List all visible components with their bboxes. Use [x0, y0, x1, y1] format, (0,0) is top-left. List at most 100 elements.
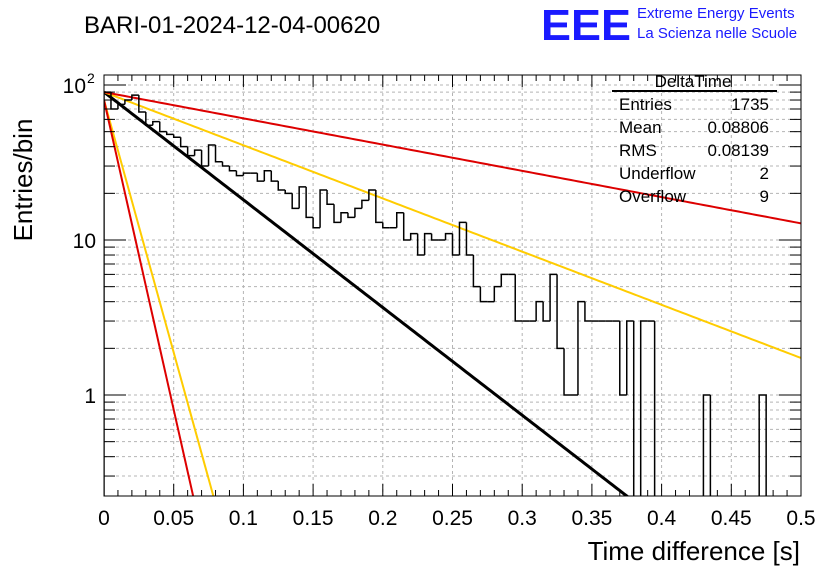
axis-ticks [103, 75, 802, 496]
curve-upper-rate-slow [104, 91, 801, 359]
histogram-bin [465, 222, 474, 256]
histogram-bin [409, 232, 418, 240]
stats-value: 2 [760, 164, 769, 183]
histogram-bin [577, 300, 585, 395]
histogram-bin [200, 150, 209, 167]
fit-curves [104, 90, 801, 496]
histogram-bin [416, 233, 425, 256]
histogram-bin [368, 189, 376, 201]
histogram-bin [152, 120, 160, 126]
histogram-bin [228, 166, 237, 172]
histogram-bin [458, 221, 467, 256]
logo-eee: EEE [541, 1, 631, 50]
x-tick-label: 0.2 [368, 507, 397, 530]
chart-title: BARI-01-2024-12-04-00620 [84, 12, 380, 39]
stats-label: RMS [619, 141, 657, 160]
histogram-bin [382, 222, 390, 229]
histogram-bin [270, 170, 279, 182]
stats-label: Mean [619, 118, 662, 137]
histogram-bin [145, 111, 153, 126]
stats-label: Entries [619, 95, 672, 114]
histogram-bin [709, 395, 712, 496]
histogram-bin [556, 274, 565, 350]
histogram-bin [333, 204, 341, 224]
histogram-bin [395, 211, 404, 228]
histogram-bin [131, 94, 139, 101]
histogram-bin [430, 233, 439, 241]
histogram-bin [479, 286, 488, 303]
histogram-bin [319, 189, 328, 228]
histogram-bin [104, 91, 111, 496]
stats-value: 0.08806 [708, 118, 769, 137]
stats-value: 0.08139 [708, 141, 769, 160]
histogram-bin [549, 273, 558, 322]
histogram-bin [263, 169, 272, 182]
y-tick-exponent: 2 [87, 70, 95, 86]
x-tick-label: 0.45 [711, 507, 752, 530]
histogram-bin [277, 181, 286, 191]
grid [104, 75, 801, 496]
x-tick-label: 0.35 [571, 507, 612, 530]
x-tick-label: 0.05 [153, 507, 194, 530]
histogram-bin [500, 273, 509, 287]
stats-value: 9 [760, 187, 769, 206]
x-tick-label: 0.3 [508, 507, 537, 530]
histogram-bin [535, 300, 544, 322]
histogram-bin [284, 190, 293, 195]
x-tick-label: 0.1 [229, 507, 258, 530]
histogram-bin [214, 145, 223, 163]
histogram-bin [256, 173, 265, 182]
histogram-bin [242, 172, 251, 176]
histogram-bin [138, 95, 146, 113]
histogram-bin [165, 131, 174, 136]
stats-label: Underflow [619, 164, 696, 183]
histogram-bin [639, 320, 648, 496]
histogram-bin [584, 301, 592, 322]
y-tick-label: 10 [73, 230, 96, 253]
y-axis-label: Entries/bin [8, 119, 38, 242]
histogram-bin [542, 301, 551, 322]
y-tick-label: 10 [63, 75, 86, 98]
histogram-bin [291, 193, 300, 210]
histogram-bin [563, 348, 571, 396]
histogram-bin [758, 394, 767, 496]
histogram-bin [451, 233, 460, 256]
histogram-bin [172, 134, 181, 139]
histogram-bin [493, 285, 502, 302]
x-tick-label: 0.4 [647, 507, 677, 530]
logo-line1: Extreme Energy Events [637, 5, 795, 22]
x-tick-label: 0.5 [786, 507, 815, 530]
histogram-bin [305, 186, 314, 219]
histogram-bin [221, 161, 230, 167]
y-tick-label: 1 [84, 385, 96, 408]
histogram-bin [186, 146, 195, 157]
histogram-bin [326, 190, 335, 206]
curve-lower-rate-fast-red [104, 99, 195, 496]
x-tick-label: 0 [98, 507, 110, 530]
x-tick-label: 0.25 [432, 507, 473, 530]
x-tick-label: 0.15 [293, 507, 334, 530]
x-axis-label: Time difference [s] [588, 536, 800, 566]
histogram-bin [653, 321, 656, 496]
histogram-bin [632, 321, 635, 496]
histogram-bin [159, 121, 167, 133]
stats-box: DeltaTime Entries 1735 Mean 0.08806 RMS 0.081… [612, 72, 777, 206]
histogram-bin [702, 394, 711, 496]
histogram-bin [472, 255, 481, 288]
histogram-bin [626, 320, 634, 395]
curve-fit [104, 90, 630, 496]
histogram-bin [298, 186, 307, 209]
histogram-bin [444, 232, 453, 240]
histogram-bin [179, 137, 188, 148]
histogram-bin [375, 190, 383, 224]
x-tick-labels: 0 0.05 0.1 0.15 0.2 0.25 0.3 0.35 0.4 0.45 0.5 [98, 507, 815, 530]
histogram-bin [354, 207, 362, 218]
histogram-bin [340, 211, 348, 223]
histogram-bin [402, 212, 411, 241]
curve-lower-rate-fast [104, 99, 215, 496]
stats-title: DeltaTime [655, 72, 732, 91]
stats-value: 1735 [731, 95, 769, 114]
histogram-bin [124, 99, 132, 105]
